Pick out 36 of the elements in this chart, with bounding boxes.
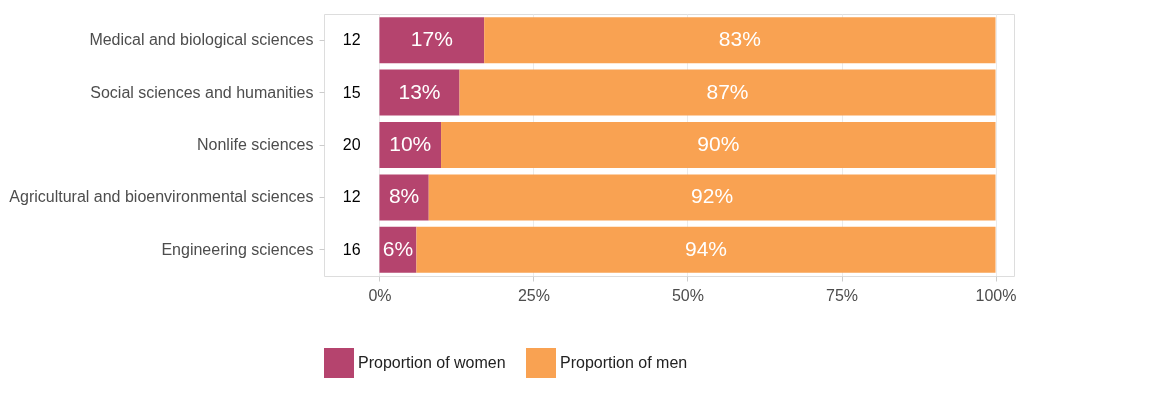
data-label: 17% bbox=[410, 27, 453, 51]
y-tick-label: Engineering sciences bbox=[161, 240, 314, 258]
x-tick-label: 50% bbox=[671, 286, 704, 304]
x-tick-label: 25% bbox=[517, 286, 550, 304]
bar bbox=[459, 69, 996, 116]
data-label: 8% bbox=[388, 184, 420, 208]
data-label: 83% bbox=[718, 27, 761, 51]
x-tick-label: 0% bbox=[368, 286, 392, 304]
bar bbox=[379, 17, 485, 64]
y-tick-label: Social sciences and humanities bbox=[90, 83, 314, 101]
annotation: 15 bbox=[342, 83, 361, 101]
bar bbox=[416, 226, 996, 273]
data-label: 10% bbox=[389, 132, 432, 155]
bar bbox=[428, 174, 996, 221]
annotation: 12 bbox=[342, 31, 361, 49]
legend-label: Proportion of women bbox=[358, 354, 506, 371]
bar bbox=[484, 17, 996, 64]
data-label: 90% bbox=[697, 132, 740, 155]
data-label: 6% bbox=[382, 236, 414, 260]
y-tick-label: Medical and biological sciences bbox=[89, 31, 314, 49]
legend-label: Proportion of men bbox=[560, 354, 688, 371]
x-tick-label: 100% bbox=[975, 286, 1017, 304]
annotation: 20 bbox=[342, 136, 361, 153]
y-tick-label: Nonlife sciences bbox=[197, 136, 314, 153]
y-tick-label: Agricultural and bioenvironmental sciences bbox=[9, 188, 314, 206]
annotation: 16 bbox=[342, 240, 361, 258]
bar bbox=[379, 122, 442, 168]
data-label: 94% bbox=[684, 236, 727, 260]
bar bbox=[441, 122, 996, 168]
bar bbox=[379, 69, 460, 116]
x-tick-label: 75% bbox=[825, 286, 859, 304]
data-label: 87% bbox=[706, 79, 749, 103]
data-label: 92% bbox=[691, 184, 734, 208]
data-label: 13% bbox=[398, 79, 441, 103]
annotation: 12 bbox=[342, 188, 361, 206]
bar bbox=[379, 174, 429, 221]
